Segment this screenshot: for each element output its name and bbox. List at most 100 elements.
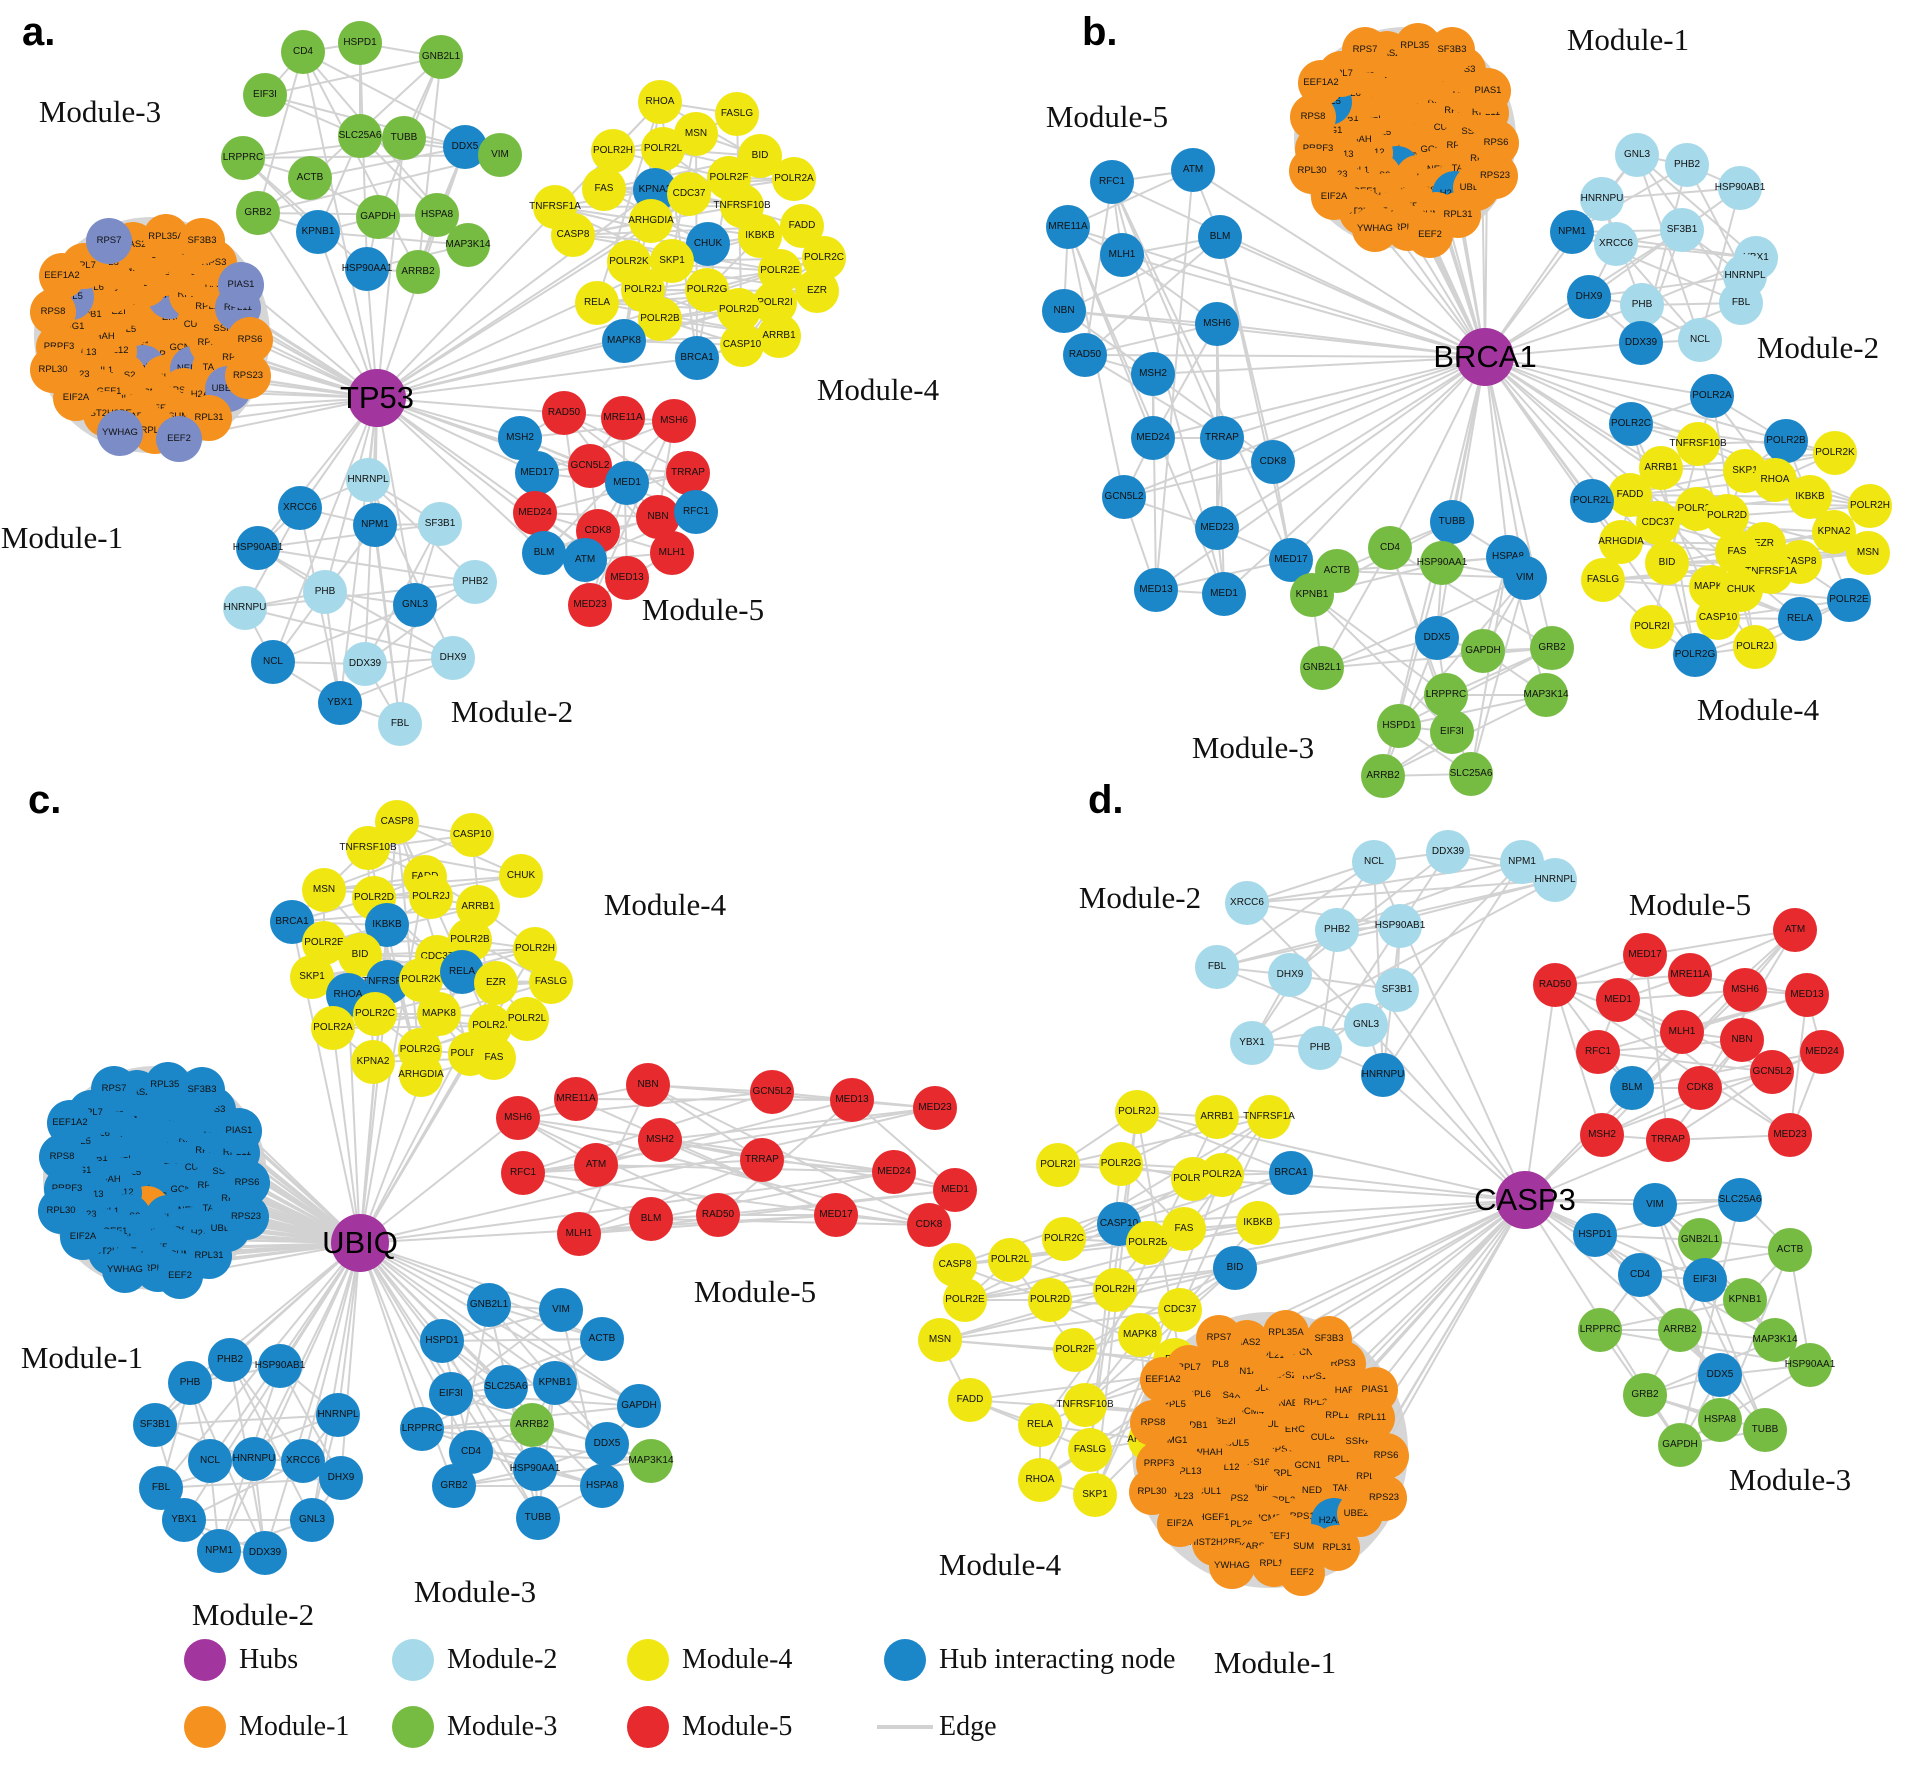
node-TRRAP[interactable]: TRRAP	[1200, 416, 1244, 460]
node-GNL3[interactable]: GNL3	[393, 583, 437, 627]
node-XRCC6[interactable]: XRCC6	[1594, 222, 1638, 266]
node-MAP3K14[interactable]: MAP3K14	[445, 223, 491, 267]
node-LRPPRC[interactable]: LRPPRC	[221, 136, 265, 180]
node-SF3B3[interactable]: SF3B3	[179, 218, 225, 264]
node-MED23[interactable]: MED23	[913, 1086, 957, 1130]
node-EEF2[interactable]: EEF2	[156, 416, 202, 462]
node-SLC25A6[interactable]: SLC25A6	[484, 1365, 528, 1409]
node-MED13[interactable]: MED13	[605, 556, 649, 600]
node-EEF1A2[interactable]: EEF1A2	[1298, 60, 1344, 106]
node-RFC1[interactable]: RFC1	[501, 1151, 545, 1195]
node-NCL[interactable]: NCL	[251, 640, 295, 684]
node-ARRB2[interactable]: ARRB2	[396, 250, 440, 294]
node-VIM[interactable]: VIM	[1503, 556, 1547, 600]
node-TUBB[interactable]: TUBB	[1430, 500, 1474, 544]
node-HSPD1[interactable]: HSPD1	[338, 21, 382, 65]
node-HSPD1[interactable]: HSPD1	[420, 1319, 464, 1363]
node-RFC1[interactable]: RFC1	[1090, 160, 1134, 204]
node-BLM[interactable]: BLM	[1198, 215, 1242, 259]
node-BRCA1[interactable]: BRCA1	[675, 336, 719, 380]
node-POLR2L[interactable]: POLR2L	[1570, 479, 1614, 523]
node-RPS23[interactable]: RPS23	[225, 353, 271, 399]
node-POLR2H[interactable]: POLR2H	[1848, 484, 1892, 528]
node-FAS[interactable]: FAS	[582, 167, 626, 211]
node-MAPK8[interactable]: MAPK8	[602, 319, 646, 363]
node-TRRAP[interactable]: TRRAP	[666, 451, 710, 495]
node-NPM1[interactable]: NPM1	[1550, 210, 1594, 254]
node-ARRB1[interactable]: ARRB1	[757, 314, 801, 358]
node-EIF3I[interactable]: EIF3I	[243, 73, 287, 117]
node-MED1[interactable]: MED1	[933, 1168, 977, 1212]
node-POLR2B[interactable]: POLR2B	[638, 297, 682, 341]
node-EIF3I[interactable]: EIF3I	[429, 1372, 473, 1416]
node-PIAS1[interactable]: PIAS1	[218, 262, 264, 308]
node-EIF3I[interactable]: EIF3I	[1430, 710, 1474, 754]
node-NCL[interactable]: NCL	[188, 1439, 232, 1483]
node-PHB2[interactable]: PHB2	[453, 560, 497, 604]
node-RPL30[interactable]: RPL30	[30, 347, 76, 393]
node-FAS[interactable]: FAS	[472, 1036, 516, 1080]
node-MSH6[interactable]: MSH6	[496, 1096, 540, 1140]
node-CDK8[interactable]: CDK8	[907, 1203, 951, 1247]
node-GAPDH[interactable]: GAPDH	[1461, 629, 1505, 673]
node-YWHAG[interactable]: YWHAG	[97, 410, 143, 456]
node-EZR[interactable]: EZR	[474, 961, 518, 1005]
node-EEF2[interactable]: EEF2	[1407, 212, 1453, 258]
node-MAP3K14[interactable]: MAP3K14	[628, 1439, 674, 1483]
node-KPNB1[interactable]: KPNB1	[1290, 573, 1334, 617]
node-DHX9[interactable]: DHX9	[319, 1456, 363, 1500]
node-GCN5L2[interactable]: GCN5L2	[1102, 475, 1146, 519]
node-HSP90AA1[interactable]: HSP90AA1	[1417, 541, 1467, 585]
node-MSH2[interactable]: MSH2	[1131, 352, 1175, 396]
node-HSPD1[interactable]: HSPD1	[1377, 704, 1421, 748]
node-MED13[interactable]: MED13	[1134, 568, 1178, 612]
node-HNRNPU[interactable]: HNRNPU	[232, 1437, 276, 1481]
node-GRB2[interactable]: GRB2	[236, 191, 280, 235]
node-ARHGDIA[interactable]: ARHGDIA	[1598, 520, 1644, 564]
node-KPNB1[interactable]: KPNB1	[533, 1361, 577, 1405]
node-CASP8[interactable]: CASP8	[551, 213, 595, 257]
node-POLR2C[interactable]: POLR2C	[353, 992, 397, 1036]
node-TRRAP[interactable]: TRRAP	[740, 1138, 784, 1182]
node-NCL[interactable]: NCL	[1678, 318, 1722, 362]
node-NBN[interactable]: NBN	[626, 1063, 670, 1107]
hub-TP53[interactable]	[348, 369, 406, 427]
node-MED1[interactable]: MED1	[605, 461, 649, 505]
node-BLM[interactable]: BLM	[522, 531, 566, 575]
node-NPM1[interactable]: NPM1	[353, 503, 397, 547]
node-RFC1[interactable]: RFC1	[674, 490, 718, 534]
node-MSH2[interactable]: MSH2	[638, 1118, 682, 1162]
node-CD4[interactable]: CD4	[449, 1430, 493, 1474]
node-MLH1[interactable]: MLH1	[1100, 233, 1144, 277]
node-DDX39[interactable]: DDX39	[243, 1531, 287, 1575]
node-GNL3[interactable]: GNL3	[1615, 133, 1659, 177]
node-MED13[interactable]: MED13	[830, 1078, 874, 1122]
node-POLR2L[interactable]: POLR2L	[641, 127, 685, 171]
node-GNB2L1[interactable]: GNB2L1	[467, 1283, 511, 1327]
node-RPS23[interactable]: RPS23	[1472, 153, 1518, 199]
node-EZR[interactable]: EZR	[795, 269, 839, 313]
hub-BRCA1[interactable]	[1456, 328, 1514, 386]
node-FBL[interactable]: FBL	[1719, 281, 1763, 325]
node-FBL[interactable]: FBL	[378, 702, 422, 746]
node-POLR2G[interactable]: POLR2G	[1673, 633, 1717, 677]
node-ARHGDIA[interactable]: ARHGDIA	[398, 1053, 444, 1097]
node-PHB[interactable]: PHB	[303, 570, 347, 614]
node-POLR2K[interactable]: POLR2K	[1813, 431, 1857, 475]
node-FASLG[interactable]: FASLG	[1581, 558, 1625, 602]
node-MSH6[interactable]: MSH6	[652, 399, 696, 443]
node-PHB2[interactable]: PHB2	[208, 1338, 252, 1382]
node-HSPA8[interactable]: HSPA8	[580, 1464, 624, 1508]
node-ATM[interactable]: ATM	[574, 1143, 618, 1187]
node-HSP90AB1[interactable]: HSP90AB1	[233, 526, 283, 570]
node-HNRNPU[interactable]: HNRNPU	[223, 586, 267, 630]
node-ACTB[interactable]: ACTB	[288, 156, 332, 200]
node-MLH1[interactable]: MLH1	[650, 531, 694, 575]
node-PHB[interactable]: PHB	[1620, 283, 1664, 327]
node-NBN[interactable]: NBN	[1042, 289, 1086, 333]
node-CASP10[interactable]: CASP10	[1696, 596, 1740, 640]
node-PIAS1[interactable]: PIAS1	[1465, 68, 1511, 114]
node-GAPDH[interactable]: GAPDH	[617, 1384, 661, 1428]
node-POLR2B[interactable]: POLR2B	[1764, 419, 1808, 463]
node-SF3B1[interactable]: SF3B1	[1660, 208, 1704, 252]
